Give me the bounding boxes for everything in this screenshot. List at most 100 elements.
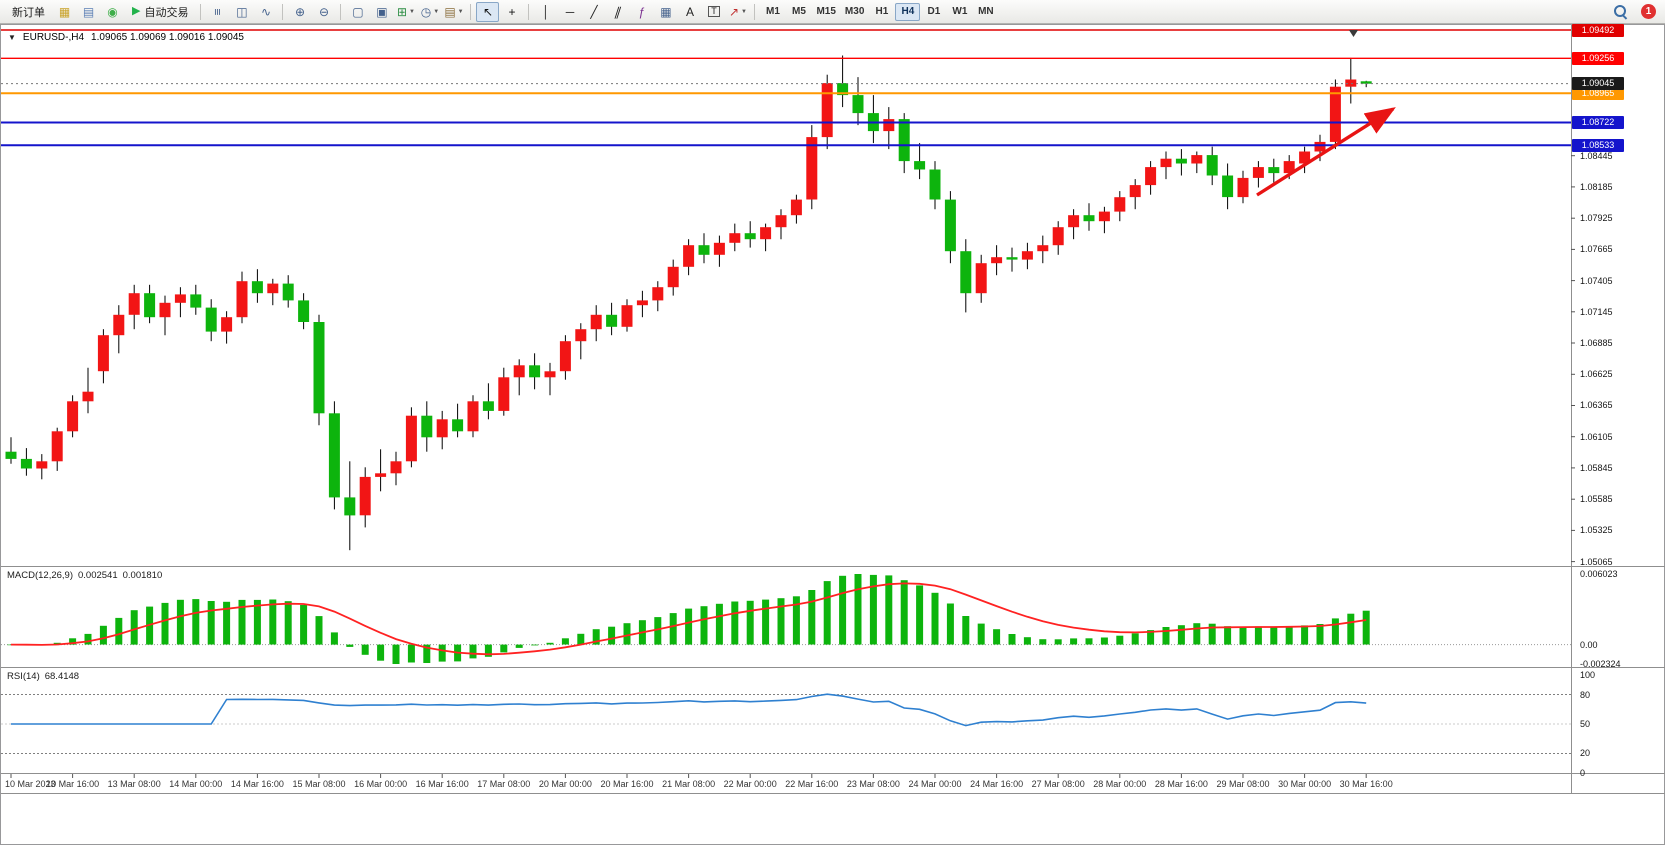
candle-body [67, 401, 79, 432]
text-label-icon[interactable]: T [702, 2, 725, 22]
macd-histogram-bar [1316, 624, 1324, 645]
timeframe-w1-button[interactable]: W1 [947, 3, 972, 21]
cascade-windows-icon[interactable]: ▣ [370, 2, 393, 22]
toolbar-separator [470, 3, 472, 20]
timeframe-h4-button[interactable]: H4 [895, 2, 921, 21]
candle-body [498, 377, 510, 411]
crosshair-icon[interactable]: + [500, 2, 523, 22]
candle-body [837, 83, 849, 96]
time-axis-label: 10 Mar 16:00 [46, 779, 100, 789]
template-icon[interactable]: ▤ ▼ [442, 2, 465, 22]
new-order-button-label: 新订单 [12, 6, 45, 19]
candle-body [991, 257, 1003, 264]
macd-histogram-bar [1270, 626, 1278, 645]
timeframe-d1-button[interactable]: D1 [921, 3, 946, 21]
time-axis-label: 27 Mar 08:00 [1031, 779, 1085, 789]
macd-histogram-bar [685, 608, 693, 645]
zoom-in-icon[interactable]: ⊕ [288, 2, 311, 22]
bar-chart-icon[interactable]: ≡ [206, 2, 229, 22]
macd-histogram-bar [1131, 633, 1139, 645]
period-clock-icon[interactable]: ◷ ▼ [418, 2, 441, 22]
time-axis-label: 16 Mar 16:00 [415, 779, 469, 789]
price-axis[interactable]: 1.08445 1.08185 1.07925 1.07665 1.07405 1.071… [1571, 23, 1665, 795]
macd-histogram-bar [315, 616, 323, 645]
candle-body [159, 302, 171, 318]
data-window-icon[interactable]: ▤ [77, 2, 100, 22]
shapes-icon[interactable]: ▦ [654, 2, 677, 22]
rsi-indicator-label: RSI(14) 68.4148 [7, 671, 79, 682]
cursor-icon[interactable]: ↖ [476, 1, 500, 22]
candle-body [1006, 257, 1018, 260]
crosshair-icon-glyph: + [508, 4, 516, 19]
time-axis-label: 28 Mar 00:00 [1093, 779, 1147, 789]
macd-histogram-bar [346, 644, 354, 647]
macd-histogram-bar [962, 616, 970, 645]
macd-histogram-bar [1177, 625, 1185, 645]
macd-histogram-bar [1362, 610, 1370, 645]
candle-body [744, 233, 756, 240]
time-axis-label: 10 Mar 2023 [5, 779, 56, 789]
trendline-icon[interactable]: ╱ [582, 2, 605, 22]
time-axis-label: 28 Mar 16:00 [1154, 779, 1208, 789]
time-axis-label: 13 Mar 08:00 [107, 779, 161, 789]
price-tick-label: 1.05325 [1580, 525, 1613, 536]
timeframe-m1-button[interactable]: M1 [760, 3, 785, 21]
macd-histogram-bar [284, 601, 292, 645]
macd-main-value: 0.002541 [78, 570, 118, 581]
macd-histogram-bar [377, 644, 385, 661]
price-tick-label: 1.06105 [1580, 431, 1613, 442]
macd-histogram-bar [300, 604, 308, 645]
macd-axis-min: -0.002324 [1580, 659, 1621, 669]
timeframe-m30-button[interactable]: M30 [841, 3, 868, 21]
candle-body [667, 266, 679, 288]
timeframe-m15-button[interactable]: M15 [812, 3, 839, 21]
price-line-tag: 1.08965 [1572, 86, 1624, 100]
tile-windows-icon[interactable]: ▢ [346, 2, 369, 22]
rsi-axis-label: 20 [1580, 748, 1591, 759]
chart-plot-area[interactable] [1, 25, 1665, 846]
candle-body [174, 294, 186, 303]
one-click-trading-arrow-icon[interactable]: ▼ [8, 33, 16, 42]
candle-body [898, 119, 910, 162]
macd-histogram-bar [1008, 634, 1016, 645]
timeframe-mn-button[interactable]: MN [973, 3, 998, 21]
horizontal-line-icon[interactable]: ─ [558, 2, 581, 22]
macd-histogram-bar [1254, 626, 1262, 645]
candlestick-chart-icon[interactable]: ◫ [230, 2, 253, 22]
trend-arrow-annotation[interactable] [1256, 107, 1396, 197]
macd-histogram-bar [1347, 613, 1355, 645]
candle-body [205, 307, 217, 332]
text-icon[interactable]: A [678, 2, 701, 22]
search-button[interactable] [1609, 2, 1632, 22]
new-chart-icon[interactable]: ⊞ ▼ [394, 2, 417, 22]
line-chart-icon[interactable]: ∿ [254, 2, 277, 22]
macd-histogram-bar [546, 642, 554, 645]
macd-histogram-bar [438, 644, 446, 662]
arrows-icon[interactable]: ↗ ▼ [726, 2, 749, 22]
candle-body [328, 413, 340, 498]
timeframe-h1-button[interactable]: H1 [869, 3, 894, 21]
macd-histogram-bar [115, 617, 123, 645]
vertical-line-icon[interactable]: │ [534, 2, 557, 22]
notification-badge[interactable]: 1 [1641, 4, 1656, 19]
new-order-button[interactable]: 新订单 [5, 2, 52, 22]
market-watch-icon[interactable]: ▦ [53, 2, 76, 22]
macd-histogram-bar [238, 599, 246, 645]
candle-body [1037, 245, 1049, 252]
macd-histogram-bar [1023, 637, 1031, 645]
fibonacci-icon[interactable]: ƒ [630, 2, 653, 22]
candle-body [1237, 177, 1249, 198]
macd-histogram-bar [484, 644, 492, 657]
chart-title: ▼ EURUSD-,H4 1.09065 1.09069 1.09016 1.0… [8, 32, 244, 43]
zoom-out-icon[interactable]: ⊖ [312, 2, 335, 22]
autotrading-button[interactable]: ▶ 自动交易 [125, 2, 195, 22]
navigator-icon[interactable]: ◉ [101, 2, 124, 22]
channel-icon[interactable]: ∥ [606, 2, 629, 22]
dropdown-caret-icon: ▼ [433, 8, 440, 15]
chart-shift-marker-icon[interactable] [1349, 30, 1358, 37]
timeframe-m5-button[interactable]: M5 [786, 3, 811, 21]
candle-body [1206, 155, 1218, 176]
time-axis-label: 23 Mar 08:00 [846, 779, 900, 789]
macd-histogram-bar [84, 633, 92, 645]
macd-histogram-bar [746, 600, 754, 645]
